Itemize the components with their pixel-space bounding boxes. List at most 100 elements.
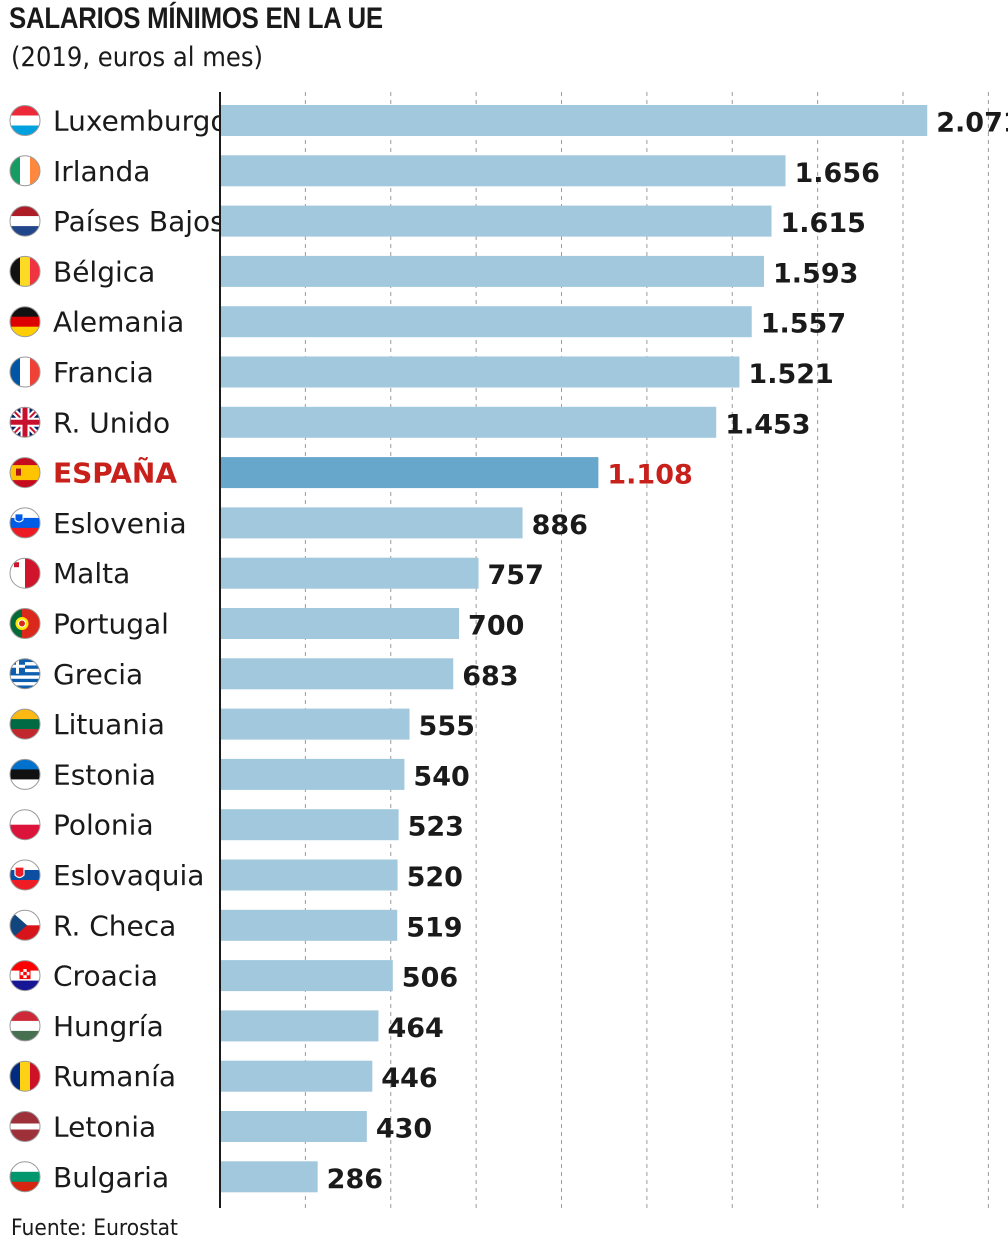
bar: [220, 658, 454, 690]
bar: [220, 255, 765, 287]
category-label: Luxemburgo: [53, 105, 228, 138]
flag-pt-icon: [9, 608, 41, 639]
bar: [220, 306, 752, 338]
bar-row: Estonia 540: [9, 758, 470, 792]
bar-row: Grecia 683: [9, 658, 519, 692]
flag-nl-icon: [9, 205, 41, 237]
bar: [220, 105, 928, 136]
bar: [220, 1010, 379, 1042]
category-label: Bulgaria: [53, 1161, 169, 1194]
flag-sk-icon: [9, 859, 41, 891]
category-label: Portugal: [53, 608, 169, 641]
flag-fr-icon: [9, 356, 41, 388]
category-label: R. Checa: [53, 909, 176, 942]
value-label: 555: [419, 711, 475, 742]
flag-gb-icon: [9, 406, 41, 438]
bar-row: Eslovenia 886: [9, 507, 588, 541]
flag-lt-icon: [9, 708, 41, 740]
flag-ro-icon: [9, 1060, 41, 1092]
bar: [220, 356, 740, 388]
category-label: Hungría: [53, 1010, 164, 1043]
value-label: 1.656: [795, 158, 880, 189]
flag-be-icon: [9, 255, 41, 287]
category-label: Croacia: [53, 960, 158, 993]
value-label: 446: [381, 1063, 437, 1094]
flag-ee-icon: [9, 758, 41, 790]
flag-gr-icon: [9, 658, 41, 690]
value-label: 1.593: [773, 258, 858, 289]
bar: [220, 406, 717, 438]
flag-ie-icon: [9, 155, 41, 187]
bar-row: R. Unido 1.453: [9, 406, 811, 440]
bar: [220, 608, 460, 639]
flag-pl-icon: [9, 809, 41, 841]
category-label: Bélgica: [53, 255, 155, 288]
value-label: 506: [402, 963, 458, 994]
category-label: Estonia: [53, 758, 156, 791]
chart-subtitle: (2019, euros al mes): [11, 42, 263, 73]
bar-row: Bulgaria 286: [9, 1161, 383, 1195]
bar: [220, 758, 405, 790]
category-label: Letonia: [53, 1111, 156, 1144]
flag-si-icon: [9, 507, 41, 539]
category-label: Eslovaquia: [53, 859, 204, 892]
bar-row: Luxemburgo 2.071: [9, 105, 1008, 139]
bar: [220, 859, 398, 891]
category-label: Rumanía: [53, 1060, 176, 1093]
bar: [220, 909, 398, 941]
value-label: 757: [488, 560, 544, 591]
value-label: 1.108: [607, 460, 692, 491]
bar-row: R. Checa 519: [9, 909, 463, 943]
category-label: Francia: [53, 356, 154, 389]
bars: Luxemburgo 2.071 Irlanda 1.656 Países Bajos 1…: [9, 105, 1008, 1195]
category-label: Eslovenia: [53, 507, 187, 540]
bar-row: Malta 757: [9, 557, 544, 591]
bar: [220, 960, 393, 992]
flag-hr-icon: [9, 960, 41, 992]
bar: [220, 557, 479, 589]
bar-row: Lituania 555: [9, 708, 475, 742]
value-label: 683: [462, 661, 518, 692]
value-label: 430: [376, 1114, 432, 1145]
value-label: 886: [532, 510, 588, 541]
bar: [220, 507, 523, 539]
bar: [220, 457, 599, 489]
value-label: 519: [406, 912, 462, 943]
category-label: Grecia: [53, 658, 143, 691]
value-label: 540: [413, 761, 469, 792]
flag-de-icon: [9, 306, 41, 338]
bar-row: Polonia 523: [9, 809, 464, 843]
bar-row: Alemania 1.557: [9, 306, 846, 340]
bar-row: Países Bajos 1.615: [9, 205, 866, 239]
bar: [220, 155, 786, 187]
category-label: R. Unido: [53, 406, 170, 439]
flag-es-icon: [9, 457, 41, 489]
flag-mt-icon: [9, 557, 41, 589]
bar: [220, 205, 772, 237]
flag-bg-icon: [9, 1161, 41, 1193]
bar-row: ESPAÑA 1.108: [9, 456, 693, 491]
category-label: ESPAÑA: [53, 456, 177, 490]
category-label: Países Bajos: [53, 205, 225, 238]
flag-hu-icon: [9, 1010, 41, 1042]
bar-row: Letonia 430: [9, 1111, 432, 1145]
bar-row: Eslovaquia 520: [9, 859, 463, 893]
category-label: Alemania: [53, 306, 184, 339]
value-label: 286: [327, 1164, 383, 1195]
bar: [220, 809, 399, 841]
bar: [220, 1060, 373, 1092]
value-label: 1.557: [761, 309, 846, 340]
bar: [220, 708, 410, 740]
value-label: 1.615: [781, 208, 866, 239]
bar-row: Francia 1.521: [9, 356, 834, 390]
source-note: Fuente: Eurostat: [11, 1216, 178, 1241]
bar-row: Rumanía 446: [9, 1060, 438, 1094]
bar-row: Croacia 506: [9, 960, 458, 994]
category-label: Polonia: [53, 809, 154, 842]
category-label: Irlanda: [53, 155, 150, 188]
bar-row: Portugal 700: [9, 608, 524, 642]
value-label: 1.521: [748, 359, 833, 390]
category-label: Malta: [53, 557, 130, 590]
value-label: 1.453: [725, 409, 810, 440]
